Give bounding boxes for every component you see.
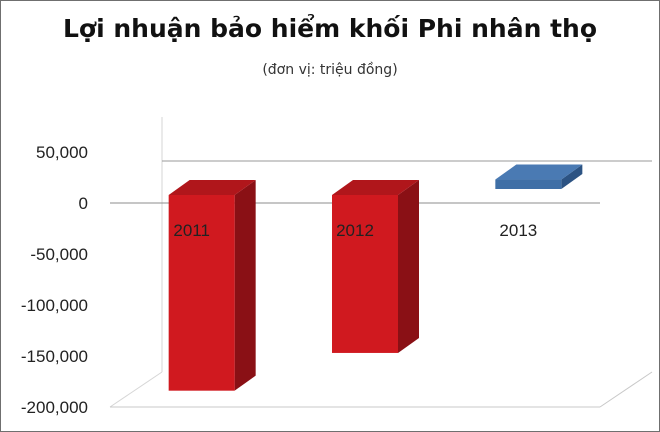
bar-top <box>332 180 419 195</box>
bars <box>168 164 583 391</box>
floor-right-edge <box>599 371 653 408</box>
bar-front <box>495 179 562 189</box>
y-axis-ticks: 50,000 0 -50,000 -100,000 -150,000 -200,000 <box>21 143 88 417</box>
y-tick-label: -50,000 <box>30 245 88 264</box>
chart-walls <box>109 117 653 408</box>
chart-subtitle: (đơn vị: triệu đồng) <box>262 62 398 78</box>
chart-title: Lợi nhuận bảo hiểm khối Phi nhân thọ <box>62 14 598 43</box>
y-tick-label: 0 <box>79 194 88 213</box>
bar-side <box>398 180 419 353</box>
bar-front <box>168 195 235 391</box>
y-tick-label: 50,000 <box>36 143 88 162</box>
bar-front <box>332 195 398 353</box>
bar-top <box>168 180 256 195</box>
floor-left-edge <box>109 371 163 408</box>
x-category-label: 2013 <box>499 221 537 240</box>
x-axis-labels: 2011 2012 2013 <box>173 221 537 240</box>
y-tick-label: -100,000 <box>21 296 88 315</box>
y-tick-label: -150,000 <box>21 347 88 366</box>
bar-top <box>495 164 583 180</box>
bar-2013 <box>495 164 583 189</box>
bar-2011 <box>168 180 256 391</box>
x-category-label: 2012 <box>336 221 374 240</box>
bar-side <box>234 180 256 391</box>
x-category-label: 2011 <box>173 221 210 240</box>
bar-2012 <box>332 180 419 353</box>
y-tick-label: -200,000 <box>21 398 88 417</box>
bar-side <box>561 164 583 189</box>
